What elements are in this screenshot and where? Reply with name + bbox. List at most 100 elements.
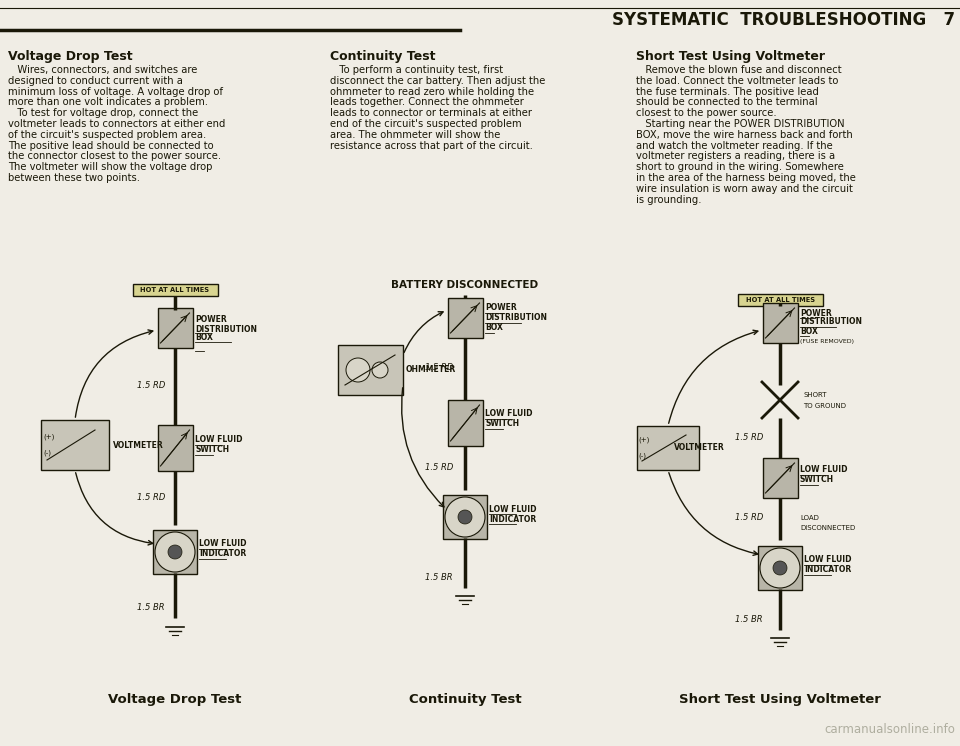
Text: POWER: POWER (195, 316, 227, 325)
Circle shape (346, 358, 370, 382)
Bar (637, 426, 699, 470)
Text: POWER: POWER (800, 309, 831, 318)
Text: voltmeter registers a reading, there is a: voltmeter registers a reading, there is … (636, 151, 835, 161)
Circle shape (773, 561, 787, 575)
Text: Short Test Using Voltmeter: Short Test Using Voltmeter (679, 694, 881, 706)
Text: the load. Connect the voltmeter leads to: the load. Connect the voltmeter leads to (636, 76, 838, 86)
Text: Voltage Drop Test: Voltage Drop Test (8, 50, 132, 63)
Text: disconnect the car battery. Then adjust the: disconnect the car battery. Then adjust … (330, 76, 545, 86)
Text: LOW FLUID: LOW FLUID (800, 466, 848, 474)
Text: BOX: BOX (485, 324, 503, 333)
Text: (+): (+) (638, 436, 649, 443)
Text: OHMMETER: OHMMETER (406, 366, 456, 374)
Text: LOAD: LOAD (800, 515, 819, 521)
Text: TO GROUND: TO GROUND (803, 403, 846, 409)
Text: (FUSE REMOVED): (FUSE REMOVED) (800, 339, 854, 345)
Text: resistance across that part of the circuit.: resistance across that part of the circu… (330, 140, 533, 151)
Text: 1.5 BR: 1.5 BR (735, 615, 762, 624)
Text: Remove the blown fuse and disconnect: Remove the blown fuse and disconnect (636, 65, 842, 75)
Text: The positive lead should be connected to: The positive lead should be connected to (8, 140, 214, 151)
Text: designed to conduct current with a: designed to conduct current with a (8, 76, 182, 86)
Text: DISTRIBUTION: DISTRIBUTION (800, 318, 862, 327)
Bar (153, 530, 197, 574)
Text: BOX, move the wire harness back and forth: BOX, move the wire harness back and fort… (636, 130, 852, 140)
Text: LOW FLUID: LOW FLUID (199, 539, 247, 548)
Circle shape (372, 362, 388, 378)
Text: 1.5 RD: 1.5 RD (137, 381, 165, 390)
Text: the connector closest to the power source.: the connector closest to the power sourc… (8, 151, 221, 161)
Text: BOX: BOX (195, 333, 213, 342)
Circle shape (168, 545, 182, 559)
Text: POWER: POWER (485, 304, 516, 313)
Text: more than one volt indicates a problem.: more than one volt indicates a problem. (8, 98, 208, 107)
Text: HOT AT ALL TIMES: HOT AT ALL TIMES (746, 297, 814, 303)
FancyArrowPatch shape (401, 388, 444, 507)
Text: SWITCH: SWITCH (800, 475, 834, 484)
FancyArrowPatch shape (76, 330, 153, 417)
Text: BATTERY DISCONNECTED: BATTERY DISCONNECTED (392, 280, 539, 290)
Text: 1.5 BR: 1.5 BR (425, 574, 452, 583)
Text: LOW FLUID: LOW FLUID (489, 504, 537, 513)
FancyArrowPatch shape (669, 330, 757, 423)
Text: To perform a continuity test, first: To perform a continuity test, first (330, 65, 503, 75)
Bar (132, 284, 218, 296)
Bar (157, 308, 193, 348)
Text: INDICATOR: INDICATOR (804, 565, 852, 574)
Bar (338, 345, 402, 395)
Bar (41, 420, 109, 470)
Bar (157, 425, 193, 471)
Text: area. The ohmmeter will show the: area. The ohmmeter will show the (330, 130, 500, 140)
Text: (-): (-) (638, 453, 646, 460)
Text: INDICATOR: INDICATOR (489, 515, 537, 524)
Text: carmanualsonline.info: carmanualsonline.info (824, 723, 955, 736)
FancyArrowPatch shape (76, 473, 153, 545)
Text: SWITCH: SWITCH (195, 445, 229, 454)
Text: DISTRIBUTION: DISTRIBUTION (485, 313, 547, 322)
Bar (762, 303, 798, 343)
Text: 1.5 RD: 1.5 RD (137, 492, 165, 501)
Text: BOX: BOX (800, 327, 818, 336)
Text: is grounding.: is grounding. (636, 195, 702, 204)
Text: and watch the voltmeter reading. If the: and watch the voltmeter reading. If the (636, 140, 832, 151)
Text: (+): (+) (43, 433, 55, 440)
FancyArrowPatch shape (669, 473, 757, 555)
Circle shape (760, 548, 800, 588)
Text: Continuity Test: Continuity Test (409, 694, 521, 706)
Text: SYSTEMATIC  TROUBLESHOOTING   7: SYSTEMATIC TROUBLESHOOTING 7 (612, 11, 955, 29)
Text: leads to connector or terminals at either: leads to connector or terminals at eithe… (330, 108, 532, 118)
Bar (447, 298, 483, 338)
Text: end of the circuit's suspected problem: end of the circuit's suspected problem (330, 119, 521, 129)
Text: INDICATOR: INDICATOR (199, 550, 247, 559)
Text: VOLTMETER: VOLTMETER (113, 440, 164, 450)
Text: DISTRIBUTION: DISTRIBUTION (195, 325, 257, 333)
Text: The voltmeter will show the voltage drop: The voltmeter will show the voltage drop (8, 162, 212, 172)
Text: 1.5 RD: 1.5 RD (425, 363, 453, 372)
Text: between these two points.: between these two points. (8, 173, 140, 183)
Text: Starting near the POWER DISTRIBUTION: Starting near the POWER DISTRIBUTION (636, 119, 845, 129)
Text: (-): (-) (43, 450, 51, 457)
Text: VOLTMETER: VOLTMETER (674, 444, 725, 453)
Text: Continuity Test: Continuity Test (330, 50, 436, 63)
Bar (737, 294, 823, 306)
Text: closest to the power source.: closest to the power source. (636, 108, 777, 118)
Text: should be connected to the terminal: should be connected to the terminal (636, 98, 818, 107)
Text: 1.5 RD: 1.5 RD (735, 433, 763, 442)
Text: minimum loss of voltage. A voltage drop of: minimum loss of voltage. A voltage drop … (8, 87, 223, 96)
Circle shape (445, 497, 485, 537)
Bar (762, 458, 798, 498)
Bar (758, 546, 802, 590)
Text: SHORT: SHORT (803, 392, 827, 398)
Text: of the circuit's suspected problem area.: of the circuit's suspected problem area. (8, 130, 206, 140)
Text: To test for voltage drop, connect the: To test for voltage drop, connect the (8, 108, 199, 118)
Text: leads together. Connect the ohmmeter: leads together. Connect the ohmmeter (330, 98, 524, 107)
Text: short to ground in the wiring. Somewhere: short to ground in the wiring. Somewhere (636, 162, 844, 172)
Text: 1.5 RD: 1.5 RD (425, 463, 453, 471)
Text: Wires, connectors, and switches are: Wires, connectors, and switches are (8, 65, 198, 75)
Text: Voltage Drop Test: Voltage Drop Test (108, 694, 242, 706)
Text: in the area of the harness being moved, the: in the area of the harness being moved, … (636, 173, 856, 183)
Circle shape (458, 510, 472, 524)
Text: LOW FLUID: LOW FLUID (485, 410, 533, 419)
Text: wire insulation is worn away and the circuit: wire insulation is worn away and the cir… (636, 184, 852, 194)
Bar (443, 495, 487, 539)
Text: 1.5 RD: 1.5 RD (735, 513, 763, 522)
